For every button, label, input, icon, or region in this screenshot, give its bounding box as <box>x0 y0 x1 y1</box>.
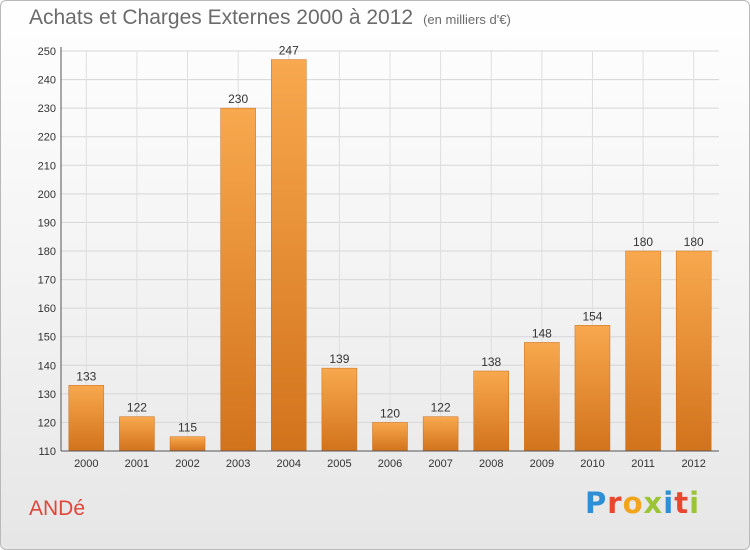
bars <box>68 59 712 452</box>
bar-value-label: 122 <box>127 401 147 415</box>
y-tick-label: 240 <box>38 75 56 87</box>
chart-title: Achats et Charges Externes 2000 à 2012 (e… <box>29 6 511 30</box>
bar <box>119 416 155 452</box>
bar <box>422 416 459 452</box>
bar <box>473 370 509 452</box>
x-tick-label: 2010 <box>580 458 604 470</box>
bar <box>574 325 611 452</box>
y-tick-label: 230 <box>38 103 56 115</box>
y-tick-label: 150 <box>38 332 56 344</box>
y-tick-label: 110 <box>38 446 56 458</box>
logo-letter: o <box>622 486 644 520</box>
x-tick-label: 2009 <box>530 458 554 470</box>
y-tick-label: 120 <box>38 417 56 429</box>
bar <box>625 250 661 452</box>
bar <box>321 367 358 452</box>
logo-letter: i <box>663 486 675 520</box>
x-tick-label: 2011 <box>631 458 655 470</box>
title-text: Achats et Charges Externes 2000 à 2012 <box>29 6 414 29</box>
bar <box>220 107 256 452</box>
bar-value-label: 247 <box>279 44 299 58</box>
y-tick-label: 190 <box>38 217 56 229</box>
x-tick-label: 2002 <box>175 458 199 470</box>
logo-letter: i <box>689 486 701 520</box>
x-tick-label: 2012 <box>681 458 705 470</box>
bar-value-label: 133 <box>76 369 96 383</box>
bar-value-label: 115 <box>178 421 197 435</box>
grid-lines <box>61 50 719 452</box>
bar-value-label: 138 <box>481 355 501 369</box>
bar <box>68 385 105 452</box>
proxiti-logo: Proxiti <box>585 486 700 520</box>
bar <box>372 422 408 452</box>
bar <box>169 436 206 452</box>
y-tick-label: 140 <box>38 360 56 372</box>
logo-letter: t <box>674 486 690 520</box>
y-tick-label: 170 <box>38 275 56 287</box>
y-tick-label: 130 <box>38 389 56 401</box>
bar-value-label: 120 <box>380 406 400 420</box>
bar-value-label: 139 <box>329 352 349 366</box>
bar <box>524 342 560 452</box>
town-name: ANDé <box>29 497 86 520</box>
y-tick-label: 160 <box>38 303 56 315</box>
logo-letter: r <box>607 486 623 520</box>
x-tick-label: 2007 <box>428 458 452 470</box>
x-tick-label: 2008 <box>479 458 503 470</box>
x-tick-label: 2003 <box>226 458 250 470</box>
x-tick-label: 2000 <box>74 458 98 470</box>
logo-letter: P <box>585 486 608 520</box>
y-tick-label: 200 <box>38 189 56 201</box>
chart-subtitle: (en milliers d'€) <box>423 12 511 27</box>
bar-value-label: 122 <box>431 401 451 415</box>
x-tick-label: 2001 <box>125 458 149 470</box>
x-tick-label: 2006 <box>378 458 402 470</box>
bar-value-label: 180 <box>633 235 653 249</box>
y-tick-label: 250 <box>38 46 56 58</box>
bar-value-label: 154 <box>582 309 602 323</box>
bar-value-label: 148 <box>532 326 552 340</box>
y-tick-label: 180 <box>38 246 56 258</box>
bar-value-label: 230 <box>228 92 248 106</box>
logo-letter: x <box>643 486 664 520</box>
axes: 110 120 130 140 150 160 170 180 190 200 210 220 230 2… <box>38 46 719 470</box>
y-tick-label: 210 <box>38 160 56 172</box>
x-tick-label: 2005 <box>327 458 351 470</box>
y-tick-label: 220 <box>38 132 56 144</box>
value-labels: 133 122 115 230 247 139 120 122 138 148 154 180 180 <box>76 44 704 435</box>
x-tick-label: 2004 <box>277 458 301 470</box>
bar <box>271 59 307 452</box>
bar <box>675 250 712 452</box>
bar-value-label: 180 <box>684 235 704 249</box>
